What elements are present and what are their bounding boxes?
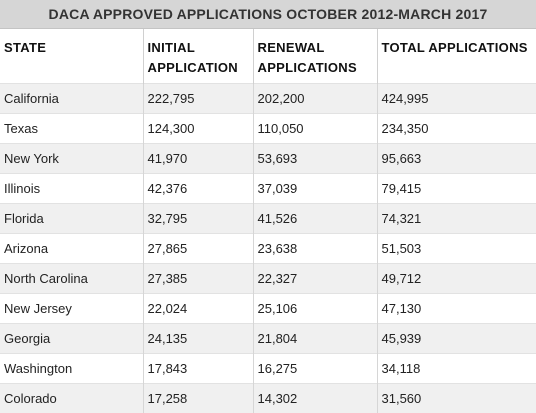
cell-total: 47,130: [377, 292, 536, 323]
cell-total: 79,415: [377, 172, 536, 203]
cell-total: 51,503: [377, 232, 536, 263]
cell-initial: 124,300: [143, 112, 254, 143]
header-total-applications: TOTAL APPLICATIONS: [381, 40, 528, 55]
cell-total: 34,118: [377, 352, 536, 383]
table-title: DACA APPROVED APPLICATIONS OCTOBER 2012-…: [0, 0, 536, 29]
cell-renewal: 21,804: [253, 322, 378, 353]
header-state: STATE: [0, 29, 144, 83]
cell-renewal: 202,200: [253, 82, 378, 113]
cell-renewal: 25,106: [253, 292, 378, 323]
table-row: Georgia 24,135 21,804 45,939: [0, 322, 536, 353]
cell-total: 45,939: [377, 322, 536, 353]
table-row: Texas 124,300 110,050 234,350: [0, 112, 536, 143]
cell-state: New York: [0, 142, 144, 173]
cell-initial: 32,795: [143, 202, 254, 233]
cell-initial: 17,843: [143, 352, 254, 383]
cell-initial: 27,385: [143, 262, 254, 293]
cell-state: Colorado: [0, 382, 144, 413]
cell-renewal: 37,039: [253, 172, 378, 203]
cell-initial: 222,795: [143, 82, 254, 113]
cell-state: Georgia: [0, 322, 144, 353]
cell-renewal: 14,302: [253, 382, 378, 413]
table-row: North Carolina 27,385 22,327 49,712: [0, 262, 536, 293]
cell-initial: 27,865: [143, 232, 254, 263]
table-row: Illinois 42,376 37,039 79,415: [0, 172, 536, 203]
cell-initial: 24,135: [143, 322, 254, 353]
cell-initial: 41,970: [143, 142, 254, 173]
cell-total: 424,995: [377, 82, 536, 113]
cell-total: 95,663: [377, 142, 536, 173]
cell-initial: 42,376: [143, 172, 254, 203]
table-row: Florida 32,795 41,526 74,321: [0, 202, 536, 233]
cell-initial: 22,024: [143, 292, 254, 323]
table-row: Colorado 17,258 14,302 31,560: [0, 382, 536, 413]
cell-state: Arizona: [0, 232, 144, 263]
cell-state: Washington: [0, 352, 144, 383]
cell-renewal: 53,693: [253, 142, 378, 173]
cell-state: California: [0, 82, 144, 113]
cell-renewal: 41,526: [253, 202, 378, 233]
cell-total: 234,350: [377, 112, 536, 143]
cell-state: North Carolina: [0, 262, 144, 293]
cell-renewal: 16,275: [253, 352, 378, 383]
cell-state: Florida: [0, 202, 144, 233]
cell-total: 31,560: [377, 382, 536, 413]
table-row: New York 41,970 53,693 95,663: [0, 142, 536, 173]
table-row: California 222,795 202,200 424,995: [0, 82, 536, 113]
cell-renewal: 23,638: [253, 232, 378, 263]
cell-state: Illinois: [0, 172, 144, 203]
header-renewal-applications: RENEWAL APPLICATIONS: [253, 29, 378, 83]
table-row: New Jersey 22,024 25,106 47,130: [0, 292, 536, 323]
cell-total: 49,712: [377, 262, 536, 293]
header-initial-application: INITIAL APPLICATION: [143, 29, 254, 83]
cell-renewal: 110,050: [253, 112, 378, 143]
cell-initial: 17,258: [143, 382, 254, 413]
applications-table: STATE INITIAL APPLICATION RENEWAL APPLICAT…: [0, 29, 536, 413]
cell-state: New Jersey: [0, 292, 144, 323]
cell-state: Texas: [0, 112, 144, 143]
table-row: Arizona 27,865 23,638 51,503: [0, 232, 536, 263]
cell-renewal: 22,327: [253, 262, 378, 293]
table-row: Washington 17,843 16,275 34,118: [0, 352, 536, 383]
cell-total: 74,321: [377, 202, 536, 233]
header-row: STATE INITIAL APPLICATION RENEWAL APPLICAT…: [0, 29, 536, 83]
